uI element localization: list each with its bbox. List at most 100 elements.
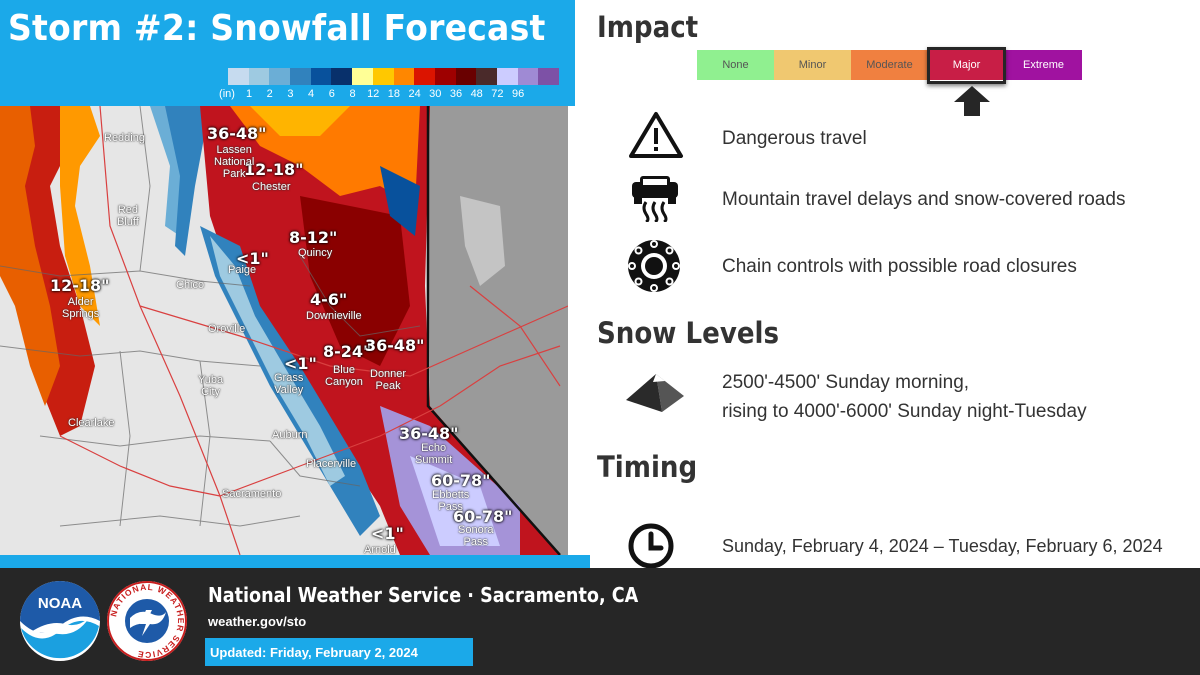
legend-swatch [517, 68, 539, 85]
timing-title: Timing [597, 450, 698, 484]
map-graphic [0, 106, 568, 555]
legend-swatch [352, 68, 373, 85]
legend-tick-label: 96 [511, 88, 525, 100]
legend-tick-label: 18 [387, 88, 401, 100]
city-label: Clearlake [68, 417, 115, 429]
city-label: Chico [176, 279, 205, 291]
snowfall-range-label: 36-48" [399, 424, 459, 443]
city-label: Donner Peak [370, 368, 407, 392]
city-label: Downieville [306, 310, 362, 322]
impact-title: Impact [597, 10, 699, 44]
legend-swatch [310, 68, 332, 85]
footer-corner [568, 568, 608, 606]
impact-level-none: None [697, 50, 774, 80]
legend-swatch [476, 68, 497, 85]
legend-tick-label: 3 [287, 88, 294, 100]
city-label: Sacramento [222, 488, 282, 500]
noaa-logo: NOAA [19, 580, 101, 667]
tire-chain-icon [625, 237, 683, 300]
snowfall-legend: (in) 1 2 3 4 6 8 12 18 24 30 36 48 72 96 [214, 66, 566, 106]
legend-swatch [393, 68, 415, 85]
snowfall-range-label: 36-48" [365, 336, 425, 355]
timing-text: Sunday, February 4, 2024 – Tuesday, Febr… [722, 536, 1163, 556]
impact-level-extreme: Extreme [1005, 50, 1082, 80]
city-label: Lassen National Park [214, 144, 255, 180]
legend-unit-label: (in) [219, 88, 235, 100]
city-label: Echo Summit [415, 442, 453, 466]
snowfall-range-label: 60-78" [431, 471, 491, 490]
impact-item-mountain-travel: Mountain travel delays and snow-covered … [722, 189, 1126, 210]
snow-levels-title: Snow Levels [597, 316, 780, 350]
legend-tick-label: 24 [408, 88, 421, 100]
city-label: Yuba City [198, 374, 224, 398]
legend-tick-label: 6 [328, 88, 335, 100]
legend-tick-label: 1 [245, 88, 253, 100]
snowfall-range-label: 12-18" [244, 160, 304, 179]
footer-bar [0, 568, 1200, 675]
snowfall-range-label: 12-18" [50, 276, 110, 295]
legend-labels: (in) 1 2 3 4 6 8 12 18 24 30 36 48 72 96 [214, 88, 566, 102]
snow-levels-line1: 2500'-4500' Sunday morning, [722, 372, 970, 393]
legend-tick-label: 72 [491, 88, 504, 100]
impact-scale: None Minor Moderate Major Extreme [697, 50, 1082, 80]
legend-swatch [455, 68, 477, 85]
snowfall-range-label: 8-12" [289, 228, 338, 247]
legend-swatch [228, 68, 249, 85]
legend-swatch [538, 68, 559, 85]
city-label: Grass Valley [274, 372, 304, 396]
legend-swatch [372, 68, 394, 85]
office-url-link[interactable]: weather.gov/sto [208, 614, 307, 629]
snowfall-map: 36-48" 12-18" 8-12" <1" 12-18" 4-6" 8-24" 36-48… [0, 106, 568, 555]
city-label: Placerville [306, 458, 357, 470]
mountain-pyramid-icon [624, 372, 686, 421]
impact-item-dangerous-travel: Dangerous travel [722, 128, 867, 149]
legend-tick-label: 2 [266, 88, 273, 100]
city-label: Sonora Pass [458, 524, 494, 548]
car-sliding-icon [628, 172, 682, 227]
impact-level-moderate: Moderate [851, 50, 928, 80]
legend-swatch [434, 68, 456, 85]
city-label: Arnold [364, 544, 396, 555]
footer-accent-left [0, 555, 590, 568]
legend-tick-label: 8 [349, 88, 356, 100]
legend-swatch [414, 68, 435, 85]
arrow-up-icon [952, 84, 992, 123]
city-label: Ebbetts Pass [432, 489, 470, 513]
legend-swatch [248, 68, 270, 85]
snowfall-range-label: <1" [371, 524, 404, 543]
snowfall-range-label: 60-78" [453, 507, 513, 526]
impact-level-minor: Minor [774, 50, 851, 80]
snow-levels-line2: rising to 4000'-6000' Sunday night-Tuesd… [722, 401, 1087, 422]
legend-tick-label: 48 [470, 88, 483, 100]
city-label: Paige [228, 264, 257, 276]
snowfall-range-label: 4-6" [310, 290, 348, 309]
legend-tick-label: 36 [449, 88, 463, 100]
snowfall-range-label: <1" [236, 249, 269, 268]
city-label: Chester [252, 181, 291, 193]
legend-tick-label: 12 [367, 88, 380, 100]
snowfall-range-label: 36-48" [207, 124, 267, 143]
snowfall-range-label: <1" [284, 354, 317, 373]
city-label: Auburn [272, 429, 308, 441]
impact-level-major: Major [928, 50, 1005, 80]
legend-tick-label: 4 [308, 88, 315, 100]
legend-color-bar [228, 68, 559, 85]
city-label: Quincy [298, 247, 333, 259]
legend-swatch [331, 68, 353, 85]
legend-swatch [496, 68, 518, 85]
legend-tick-label: 30 [429, 88, 442, 100]
impact-selected-marker [927, 47, 1006, 84]
office-name: National Weather Service · Sacramento, C… [208, 583, 639, 607]
nws-logo: NATIONAL WEATHER SERVICE [106, 580, 188, 667]
legend-swatch [269, 68, 291, 85]
snowfall-range-label: 8-24" [323, 342, 372, 361]
updated-date: Updated: Friday, February 2, 2024 [210, 645, 418, 660]
city-label: Blue Canyon [325, 364, 363, 388]
city-label: Oroville [208, 323, 246, 335]
impact-item-chain-controls: Chain controls with possible road closur… [722, 256, 1077, 277]
updated-badge [205, 638, 473, 666]
city-label: Alder Springs [62, 296, 100, 320]
page-title: Storm #2: Snowfall Forecast [8, 8, 546, 49]
warning-triangle-icon [628, 110, 684, 165]
legend-swatch [290, 68, 311, 85]
